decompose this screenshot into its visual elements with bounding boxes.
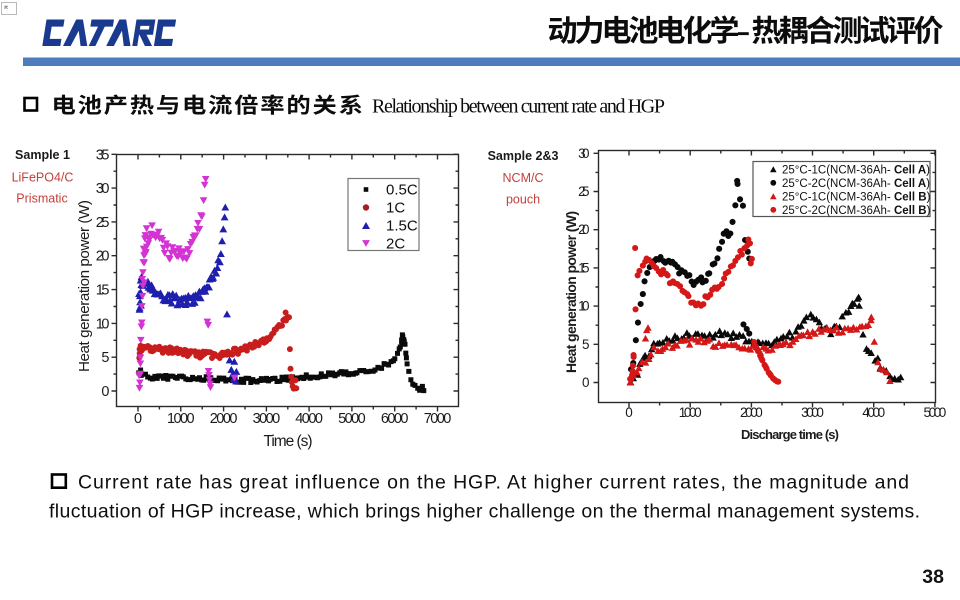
svg-text:35: 35 bbox=[96, 147, 110, 163]
svg-text:1C: 1C bbox=[386, 200, 405, 217]
svg-text:Heat generation power (W): Heat generation power (W) bbox=[76, 200, 93, 372]
svg-text:0: 0 bbox=[134, 411, 142, 427]
svg-text:2000: 2000 bbox=[210, 411, 238, 427]
svg-text:20: 20 bbox=[578, 222, 589, 237]
svg-text:NCM/C: NCM/C bbox=[503, 171, 544, 185]
svg-text:7000: 7000 bbox=[424, 411, 452, 427]
svg-text:6000: 6000 bbox=[381, 411, 409, 427]
svg-text:Time (s): Time (s) bbox=[264, 433, 313, 450]
svg-text:4000: 4000 bbox=[862, 405, 885, 420]
svg-text:2C: 2C bbox=[386, 236, 405, 253]
svg-text:3000: 3000 bbox=[801, 405, 824, 420]
svg-text:fluctuation of HGP increase, w: fluctuation of HGP increase, which bring… bbox=[49, 501, 920, 523]
svg-text:Current rate has great influen: Current rate has great influence on the … bbox=[78, 472, 909, 494]
svg-text:25°C-2C(NCM-36Ah- Cell B): 25°C-2C(NCM-36Ah- Cell B) bbox=[782, 205, 931, 217]
svg-text:5: 5 bbox=[101, 350, 109, 366]
svg-text:5000: 5000 bbox=[338, 411, 366, 427]
svg-text:25°C-1C(NCM-36Ah- Cell A): 25°C-1C(NCM-36Ah- Cell A) bbox=[782, 164, 930, 176]
svg-text:4000: 4000 bbox=[295, 411, 323, 427]
svg-text:10: 10 bbox=[96, 316, 110, 332]
svg-text:Discharge time (s): Discharge time (s) bbox=[741, 427, 839, 442]
svg-text:25: 25 bbox=[578, 184, 589, 199]
svg-text:0.5C: 0.5C bbox=[386, 182, 418, 199]
svg-text:20: 20 bbox=[96, 249, 110, 265]
svg-text:1.5C: 1.5C bbox=[386, 218, 418, 235]
svg-text:Sample 2&3: Sample 2&3 bbox=[488, 149, 559, 163]
svg-text:25: 25 bbox=[96, 215, 110, 231]
svg-text:0: 0 bbox=[101, 384, 109, 400]
svg-text:Heat generation power (W): Heat generation power (W) bbox=[563, 211, 579, 373]
svg-text:0: 0 bbox=[625, 405, 633, 420]
svg-text:30: 30 bbox=[578, 146, 589, 161]
svg-text:15: 15 bbox=[96, 283, 110, 299]
svg-text:0: 0 bbox=[582, 375, 590, 390]
svg-text:15: 15 bbox=[578, 260, 589, 275]
svg-text:5: 5 bbox=[582, 337, 590, 352]
svg-text:3000: 3000 bbox=[253, 411, 281, 427]
svg-text:Sample 1: Sample 1 bbox=[15, 148, 70, 162]
svg-text:25°C-1C(NCM-36Ah- Cell B): 25°C-1C(NCM-36Ah- Cell B) bbox=[782, 191, 931, 203]
svg-text:LiFePO4/C: LiFePO4/C bbox=[12, 171, 74, 185]
svg-text:38: 38 bbox=[922, 566, 944, 588]
svg-text:25°C-2C(NCM-36Ah- Cell A): 25°C-2C(NCM-36Ah- Cell A) bbox=[782, 178, 930, 190]
svg-text:10: 10 bbox=[578, 299, 589, 314]
svg-text:pouch: pouch bbox=[506, 193, 540, 207]
svg-text:1000: 1000 bbox=[679, 405, 702, 420]
svg-text:30: 30 bbox=[96, 181, 110, 197]
svg-text:1000: 1000 bbox=[167, 411, 195, 427]
svg-text:Relationship between current r: Relationship between current rate and HG… bbox=[372, 96, 665, 118]
svg-text:5000: 5000 bbox=[924, 405, 947, 420]
svg-text:2000: 2000 bbox=[740, 405, 763, 420]
svg-text:Prismatic: Prismatic bbox=[16, 192, 67, 206]
